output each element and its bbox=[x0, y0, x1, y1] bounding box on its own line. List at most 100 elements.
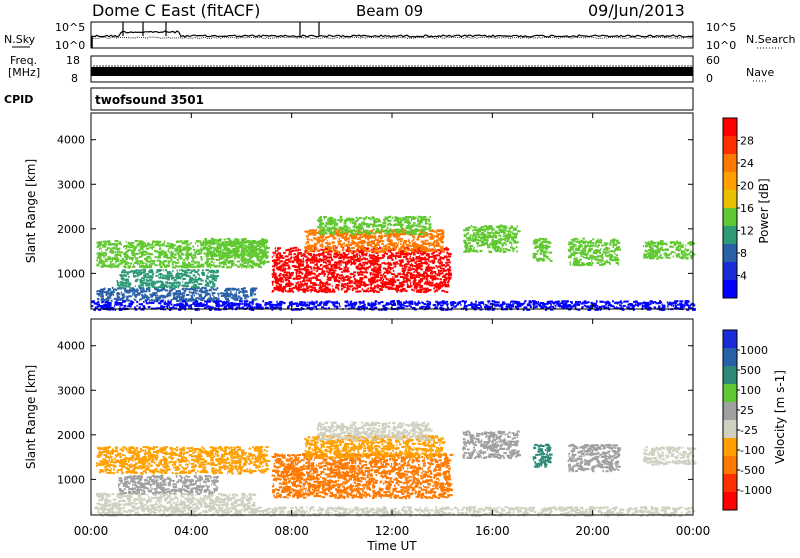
power-cell-5 bbox=[440, 238, 442, 240]
power-cell-4 bbox=[352, 289, 354, 291]
power-cell-1 bbox=[250, 293, 253, 295]
power-cell-4 bbox=[319, 282, 322, 284]
power-cell-1 bbox=[199, 296, 201, 298]
power-cell-5 bbox=[312, 249, 316, 251]
power-cell-6 bbox=[396, 230, 400, 232]
power-cell-4 bbox=[400, 252, 403, 254]
power-cell-5 bbox=[411, 250, 414, 252]
power-cell-0 bbox=[152, 242, 153, 244]
power-cell-6 bbox=[325, 226, 328, 228]
power-cell-4 bbox=[300, 249, 301, 251]
power-cell-1 bbox=[210, 298, 214, 300]
power-cell-4 bbox=[402, 268, 405, 270]
power-cell-5 bbox=[362, 242, 365, 244]
power-cell-4 bbox=[304, 274, 306, 276]
power-cell-5 bbox=[353, 237, 357, 239]
power-cell-4 bbox=[449, 277, 452, 279]
power-cell-6 bbox=[416, 230, 417, 232]
power-cell-0 bbox=[163, 251, 165, 253]
power-cell-4 bbox=[383, 268, 385, 270]
power-cell-5 bbox=[306, 235, 309, 237]
power-cell-3 bbox=[260, 244, 263, 246]
power-cell-4 bbox=[410, 255, 411, 257]
power-cell-2 bbox=[160, 269, 162, 271]
power-cell-0 bbox=[111, 243, 114, 245]
power-cell-5 bbox=[357, 245, 358, 247]
power-cell-4 bbox=[316, 270, 317, 272]
power-cell-4 bbox=[338, 280, 340, 282]
power-cell-0 bbox=[222, 249, 225, 251]
power-cell-4 bbox=[406, 275, 409, 277]
power-cell-6 bbox=[353, 233, 356, 235]
power-cell-4 bbox=[374, 258, 376, 260]
power-cell-0 bbox=[181, 266, 183, 268]
power-cell-4 bbox=[323, 283, 326, 285]
power-cell-0 bbox=[249, 257, 252, 259]
power-cell-1 bbox=[100, 293, 103, 295]
power-cell-4 bbox=[389, 264, 393, 266]
power-cell-6 bbox=[351, 219, 355, 221]
power-cell-4 bbox=[320, 249, 322, 251]
power-cell-5 bbox=[312, 234, 316, 236]
power-cell-1 bbox=[128, 299, 129, 301]
power-cell-4 bbox=[315, 260, 318, 262]
power-cell-6 bbox=[337, 219, 338, 221]
power-cell-0 bbox=[140, 266, 142, 268]
power-cell-2 bbox=[208, 285, 210, 287]
power-cell-6 bbox=[354, 223, 357, 225]
power-cell-4 bbox=[305, 260, 309, 262]
power-cell-4 bbox=[285, 255, 289, 257]
power-cell-7 bbox=[516, 250, 518, 252]
power-cell-1 bbox=[103, 299, 107, 301]
power-cell-3 bbox=[211, 252, 214, 254]
power-cell-0 bbox=[256, 264, 259, 266]
power-cell-2 bbox=[171, 286, 174, 288]
power-cell-4 bbox=[310, 254, 312, 256]
power-cell-6 bbox=[368, 226, 370, 228]
power-cell-4 bbox=[336, 284, 339, 286]
power-cell-4 bbox=[336, 275, 338, 277]
power-cell-4 bbox=[348, 288, 350, 290]
power-cell-2 bbox=[195, 281, 199, 283]
power-cell-4 bbox=[442, 284, 444, 286]
power-cell-5 bbox=[412, 240, 413, 242]
power-cell-7 bbox=[495, 250, 498, 252]
power-cell-0 bbox=[103, 241, 107, 243]
power-cell-7 bbox=[477, 245, 478, 247]
power-cell-4 bbox=[429, 261, 431, 263]
power-cell-4 bbox=[354, 278, 356, 280]
power-cell-3 bbox=[256, 255, 259, 257]
power-cell-2 bbox=[128, 271, 131, 273]
power-cell-0 bbox=[210, 267, 211, 269]
power-cell-0 bbox=[149, 265, 153, 267]
power-cell-4 bbox=[288, 258, 291, 260]
power-cell-0 bbox=[168, 249, 169, 251]
power-cell-4 bbox=[418, 276, 420, 278]
power-cell-7 bbox=[487, 231, 489, 233]
power-cell-7 bbox=[510, 231, 511, 233]
power-cell-1 bbox=[144, 294, 146, 296]
power-cell-1 bbox=[140, 289, 142, 291]
power-cell-2 bbox=[165, 281, 168, 283]
power-cell-2 bbox=[191, 286, 194, 288]
power-cell-6 bbox=[419, 233, 422, 235]
power-cell-4 bbox=[308, 278, 311, 280]
power-cell-2 bbox=[124, 274, 127, 276]
power-cell-4 bbox=[430, 277, 433, 279]
power-cell-0 bbox=[201, 264, 205, 266]
power-cell-6 bbox=[425, 220, 427, 222]
power-cell-2 bbox=[130, 287, 131, 289]
power-cell-7 bbox=[479, 250, 482, 252]
power-cell-0 bbox=[188, 256, 190, 258]
power-cell-0 bbox=[223, 258, 224, 260]
power-cell-4 bbox=[333, 275, 335, 277]
power-cell-5 bbox=[343, 242, 345, 244]
power-cell-6 bbox=[324, 216, 325, 218]
power-cell-0 bbox=[193, 249, 196, 251]
power-cell-4 bbox=[421, 261, 422, 263]
power-cell-2 bbox=[168, 271, 172, 273]
power-cell-4 bbox=[375, 259, 379, 261]
power-cell-1 bbox=[101, 299, 103, 301]
power-cell-0 bbox=[174, 254, 176, 256]
power-cell-3 bbox=[251, 251, 255, 253]
